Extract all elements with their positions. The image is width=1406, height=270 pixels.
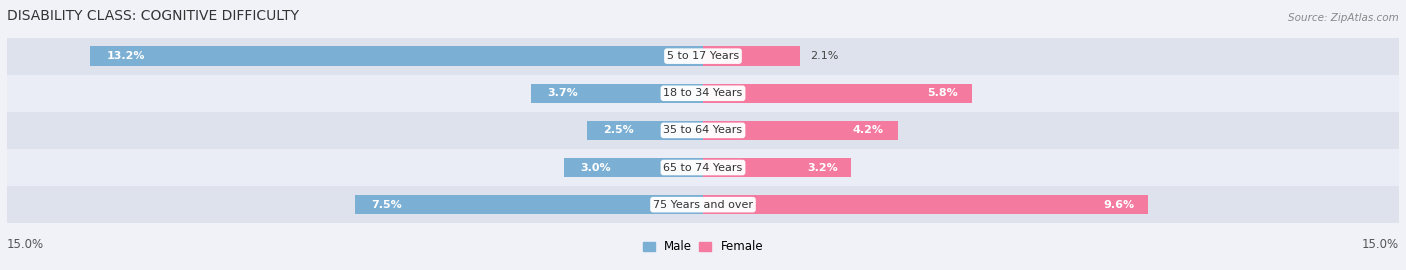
Bar [7, 149, 1399, 186]
Bar [703, 158, 852, 177]
Bar [703, 46, 800, 66]
Bar [564, 158, 703, 177]
Text: DISABILITY CLASS: COGNITIVE DIFFICULTY: DISABILITY CLASS: COGNITIVE DIFFICULTY [7, 9, 299, 23]
Legend: Male, Female: Male, Female [638, 236, 768, 258]
Bar [7, 112, 1399, 149]
Text: 13.2%: 13.2% [107, 51, 145, 61]
Text: 7.5%: 7.5% [371, 200, 402, 210]
Bar [7, 38, 1399, 75]
Text: 75 Years and over: 75 Years and over [652, 200, 754, 210]
Bar [703, 121, 898, 140]
Bar [90, 46, 703, 66]
Bar [703, 84, 972, 103]
Text: 3.2%: 3.2% [807, 163, 838, 173]
Text: 2.1%: 2.1% [810, 51, 838, 61]
Text: 5.8%: 5.8% [928, 88, 959, 98]
Text: 18 to 34 Years: 18 to 34 Years [664, 88, 742, 98]
Text: 15.0%: 15.0% [7, 238, 44, 251]
Text: 2.5%: 2.5% [603, 125, 634, 135]
Text: 65 to 74 Years: 65 to 74 Years [664, 163, 742, 173]
Text: 3.7%: 3.7% [547, 88, 578, 98]
Bar [703, 195, 1149, 214]
Bar [531, 84, 703, 103]
Text: 5 to 17 Years: 5 to 17 Years [666, 51, 740, 61]
Text: 4.2%: 4.2% [853, 125, 884, 135]
Bar [7, 186, 1399, 223]
Bar [354, 195, 703, 214]
Text: Source: ZipAtlas.com: Source: ZipAtlas.com [1288, 13, 1399, 23]
Text: 35 to 64 Years: 35 to 64 Years [664, 125, 742, 135]
Bar [586, 121, 703, 140]
Text: 15.0%: 15.0% [1362, 238, 1399, 251]
Text: 3.0%: 3.0% [581, 163, 610, 173]
Text: 9.6%: 9.6% [1104, 200, 1135, 210]
Bar [7, 75, 1399, 112]
